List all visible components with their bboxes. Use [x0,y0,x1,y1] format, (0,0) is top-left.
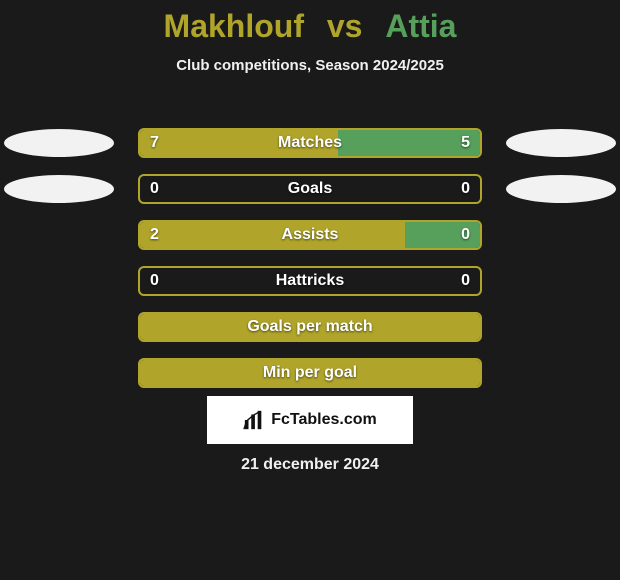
stat-row: Goals0 0 [0,166,620,212]
comparison-title: Makhlouf vs Attia [0,0,620,45]
left-ellipse [4,129,114,157]
stat-value-right: 0 [451,268,480,294]
stat-row: Matches7 5 [0,120,620,166]
stat-value-left: 2 [140,222,169,248]
stat-value-right: 0 [451,222,480,248]
brand-pill: FcTables.com [207,396,413,444]
stat-label: Assists [140,222,480,248]
stat-bar: Min per goal [138,358,482,388]
player1-name: Makhlouf [164,8,304,44]
player2-name: Attia [385,8,456,44]
stat-value-left: 0 [140,176,169,202]
date-label: 21 december 2024 [0,456,620,474]
stat-label: Matches [140,130,480,156]
stat-label: Goals [140,176,480,202]
stat-bar: Goals per match [138,312,482,342]
stat-label: Goals per match [140,314,480,340]
left-ellipse [4,175,114,203]
stat-bar: Hattricks0 0 [138,266,482,296]
stat-bar: Goals0 0 [138,174,482,204]
right-ellipse [506,129,616,157]
brand-text: FcTables.com [271,411,377,429]
right-ellipse [506,175,616,203]
stat-value-right: 5 [451,130,480,156]
subtitle: Club competitions, Season 2024/2025 [0,57,620,74]
stat-bar: Assists2 0 [138,220,482,250]
stat-label: Hattricks [140,268,480,294]
stat-label: Min per goal [140,360,480,386]
vs-separator: vs [327,8,363,44]
bar-chart-icon [243,409,265,431]
stat-row: Min per goal [0,350,620,396]
stat-row: Goals per match [0,304,620,350]
stat-rows-container: Matches75Goals00Assists20Hattricks00Goal… [0,120,620,396]
stat-value-left: 7 [140,130,169,156]
stat-value-left: 0 [140,268,169,294]
stat-bar: Matches7 5 [138,128,482,158]
stat-row: Hattricks0 0 [0,258,620,304]
stat-row: Assists2 0 [0,212,620,258]
stat-value-right: 0 [451,176,480,202]
